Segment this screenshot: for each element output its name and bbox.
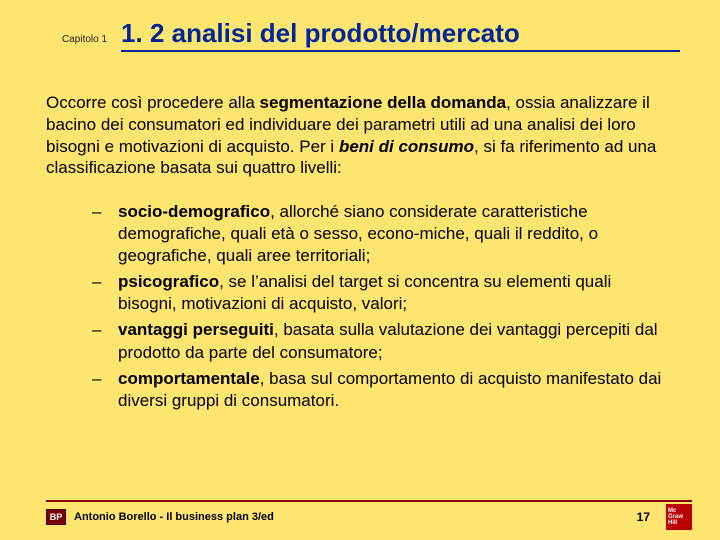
footer-right: 17 Mc Graw Hill [637,504,692,530]
slide-header: Capitolo 1 1. 2 analisi del prodotto/mer… [0,0,720,58]
body-paragraph: Occorre così procedere alla segmentazion… [0,58,720,179]
para-segmentazione: segmentazione della domanda [260,93,507,112]
list-term: comportamentale [118,369,260,388]
bp-logo-icon: BP [46,509,66,525]
list-item: comportamentale, basa sul comportamento … [92,368,674,412]
list-item: socio-demografico, allorché siano consid… [92,201,674,267]
list-term: vantaggi perseguiti [118,320,274,339]
mgh-line3: Hill [668,520,690,526]
list-item: vantaggi perseguiti, basata sulla valuta… [92,319,674,363]
footer-author-text: Antonio Borello - Il business plan 3/ed [74,511,274,523]
para-beni: beni di consumo [339,137,474,156]
page-number: 17 [637,510,650,524]
footer-rule [46,500,692,502]
list-term: psicografico [118,272,219,291]
para-pre: Occorre così procedere alla [46,93,260,112]
slide-footer: BP Antonio Borello - Il business plan 3/… [46,504,692,530]
list-term: socio-demografico [118,202,270,221]
bullet-list: socio-demografico, allorché siano consid… [0,179,720,412]
mcgraw-hill-logo-icon: Mc Graw Hill [666,504,692,530]
chapter-label: Capitolo 1 [62,34,107,45]
list-item: psicografico, se l’analisi del target si… [92,271,674,315]
slide-title: 1. 2 analisi del prodotto/mercato [121,18,680,52]
footer-left: BP Antonio Borello - Il business plan 3/… [46,509,274,525]
